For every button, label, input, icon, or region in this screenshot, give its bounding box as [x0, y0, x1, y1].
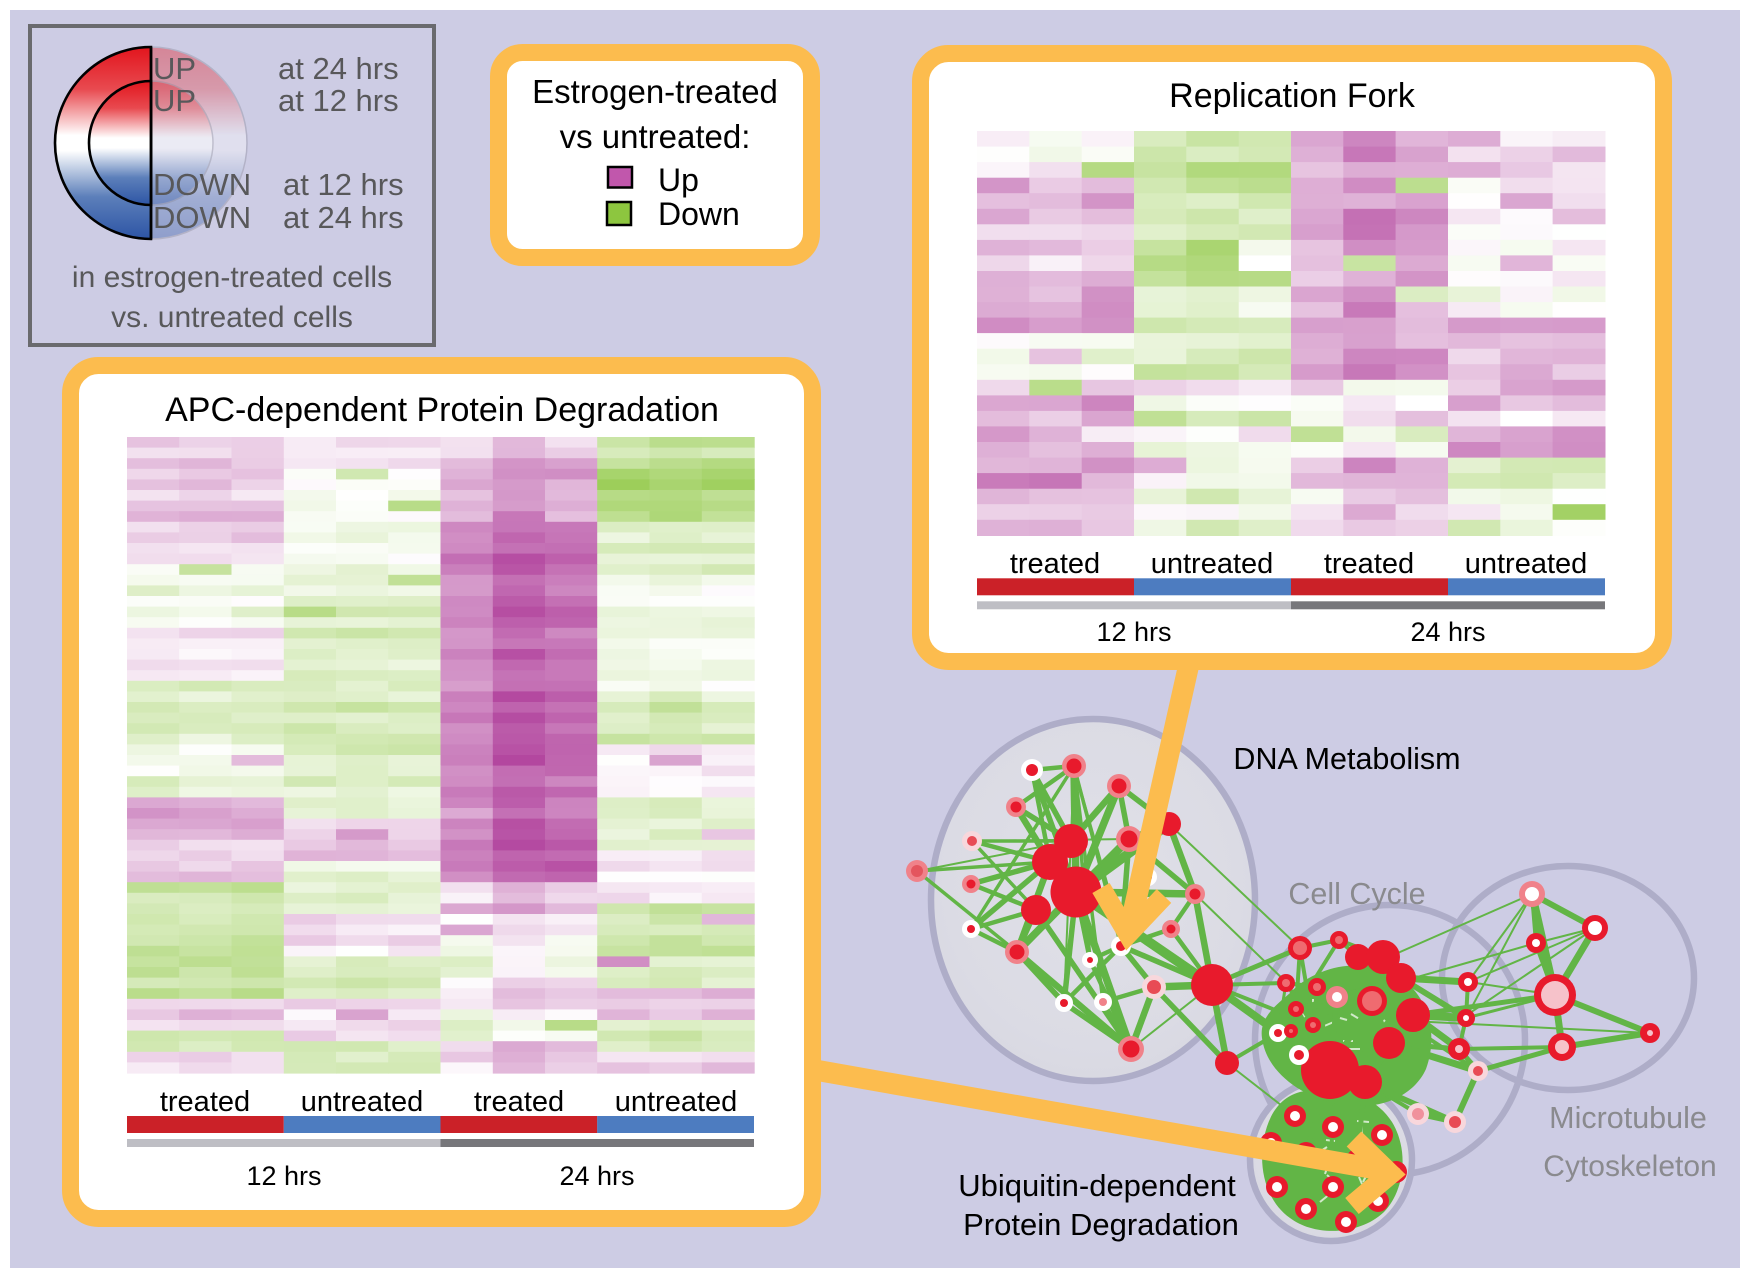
svg-text:in estrogen-treated cells: in estrogen-treated cells: [72, 261, 392, 294]
svg-text:APC-dependent Protein Degradat: APC-dependent Protein Degradation: [165, 391, 719, 429]
svg-text:vs. untreated cells: vs. untreated cells: [111, 301, 353, 334]
svg-text:24 hrs: 24 hrs: [559, 1161, 634, 1191]
svg-text:Replication Fork: Replication Fork: [1169, 77, 1416, 115]
svg-text:at 24 hrs: at 24 hrs: [278, 51, 399, 86]
svg-text:12 hrs: 12 hrs: [1096, 617, 1171, 647]
svg-text:DOWN: DOWN: [153, 200, 251, 235]
svg-text:at 24 hrs: at 24 hrs: [283, 200, 404, 235]
svg-text:Cytoskeleton: Cytoskeleton: [1543, 1150, 1716, 1183]
svg-text:24 hrs: 24 hrs: [1410, 617, 1485, 647]
svg-text:Down: Down: [658, 196, 740, 232]
svg-text:treated: treated: [474, 1086, 564, 1118]
svg-text:Cell Cycle: Cell Cycle: [1288, 877, 1425, 911]
svg-text:UP: UP: [153, 83, 196, 118]
svg-text:untreated: untreated: [1465, 548, 1588, 580]
svg-text:treated: treated: [1324, 548, 1414, 580]
svg-text:Estrogen-treated: Estrogen-treated: [532, 73, 778, 110]
svg-text:untreated: untreated: [301, 1086, 424, 1118]
svg-text:Protein Degradation: Protein Degradation: [963, 1207, 1239, 1242]
svg-text:treated: treated: [160, 1086, 250, 1118]
svg-text:Ubiquitin-dependent: Ubiquitin-dependent: [958, 1168, 1236, 1203]
svg-text:12 hrs: 12 hrs: [246, 1161, 321, 1191]
svg-text:untreated: untreated: [615, 1086, 738, 1118]
svg-text:untreated: untreated: [1151, 548, 1274, 580]
svg-text:Microtubule: Microtubule: [1549, 1101, 1707, 1135]
svg-text:treated: treated: [1010, 548, 1100, 580]
svg-text:at 12 hrs: at 12 hrs: [278, 83, 399, 118]
svg-text:at 12 hrs: at 12 hrs: [283, 167, 404, 202]
svg-text:DNA Metabolism: DNA Metabolism: [1233, 742, 1460, 776]
svg-text:DOWN: DOWN: [153, 167, 251, 202]
svg-text:UP: UP: [153, 51, 196, 86]
svg-text:Up: Up: [658, 162, 699, 198]
svg-text:vs untreated:: vs untreated:: [560, 118, 751, 155]
